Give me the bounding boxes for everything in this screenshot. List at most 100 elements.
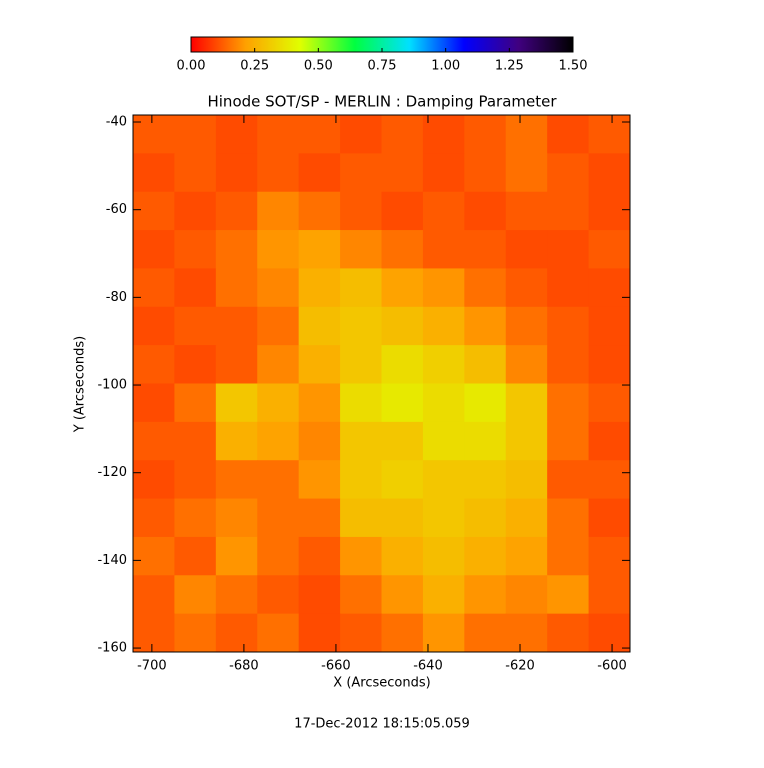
heatmap-cell <box>215 613 258 653</box>
heatmap-cell <box>422 498 465 538</box>
heatmap-cell <box>340 306 382 346</box>
heatmap-cell <box>340 498 382 538</box>
heatmap-cell <box>464 153 507 193</box>
heatmap-cell <box>340 536 382 576</box>
heatmap-cell <box>588 115 631 154</box>
heatmap-cell <box>340 383 382 423</box>
heatmap-cell <box>464 383 507 423</box>
colorbar-tick-label: 1.25 <box>495 59 524 74</box>
heatmap-cell <box>215 536 258 576</box>
heatmap-cell <box>422 421 465 461</box>
heatmap-cell <box>215 191 258 231</box>
heatmap-cell <box>505 153 548 193</box>
colorbar-tick-label: 1.50 <box>559 59 588 74</box>
heatmap-cell <box>588 153 631 193</box>
heatmap-cell <box>464 230 507 269</box>
plot-frame <box>132 114 631 653</box>
heatmap-cell <box>547 575 590 615</box>
colorbar-tick-label: 1.00 <box>431 59 460 74</box>
heatmap-cell <box>133 115 175 154</box>
heatmap-cell <box>422 115 465 154</box>
heatmap-cell <box>174 153 217 193</box>
heatmap-cell <box>340 575 382 615</box>
x-axis-label: X (Arcseconds) <box>333 676 430 691</box>
heatmap-cell <box>298 460 341 500</box>
heatmap-cell <box>174 498 217 538</box>
x-tick-label: -660 <box>321 659 351 674</box>
heatmap-cell <box>340 230 382 269</box>
y-tick-label: -40 <box>106 115 127 130</box>
heatmap-cell <box>340 613 382 653</box>
heatmap-cell <box>588 306 631 346</box>
heatmap-cell <box>215 268 258 308</box>
heatmap-cell <box>588 498 631 538</box>
heatmap-cell <box>298 421 341 461</box>
heatmap-cell <box>215 383 258 423</box>
x-tick-label: -600 <box>597 659 627 674</box>
heatmap-cell <box>464 345 507 384</box>
x-tick-label: -680 <box>229 659 259 674</box>
heatmap-cell <box>422 306 465 346</box>
heatmap-cell <box>133 536 175 576</box>
heatmap-cell <box>588 613 631 653</box>
heatmap-cell <box>464 498 507 538</box>
heatmap-cell <box>588 191 631 231</box>
heatmap-cell <box>381 460 424 500</box>
heatmap-cell <box>505 306 548 346</box>
heatmap-cell <box>588 575 631 615</box>
footer: 17-Dec-2012 18:15:05.059 <box>294 717 470 732</box>
heatmap-cell <box>215 498 258 538</box>
heatmap-cell <box>422 460 465 500</box>
heatmap-cell <box>215 153 258 193</box>
heatmap-cell <box>381 268 424 308</box>
heatmap-cell <box>298 153 341 193</box>
heatmap-cell <box>422 230 465 269</box>
heatmap-cell <box>505 613 548 653</box>
heatmap-cell <box>547 613 590 653</box>
heatmap-cell <box>422 383 465 423</box>
heatmap-cell <box>588 536 631 576</box>
heatmap-cell <box>422 575 465 615</box>
heatmap-cell <box>257 191 300 231</box>
heatmap-cell <box>298 306 341 346</box>
heatmap-cell <box>505 268 548 308</box>
x-tick-label: -700 <box>137 659 167 674</box>
heatmap-cell <box>298 575 341 615</box>
colorbar-tick-label: 0.50 <box>304 59 333 74</box>
heatmap-cell <box>464 115 507 154</box>
heatmap-cell <box>257 306 300 346</box>
heatmap-cell <box>174 383 217 423</box>
colorbar-tick-label: 0.00 <box>177 59 206 74</box>
heatmap-cell <box>505 230 548 269</box>
heatmap-cell <box>340 421 382 461</box>
heatmap-cell <box>340 153 382 193</box>
y-tick-label: -100 <box>97 378 127 393</box>
heatmap-cell <box>257 613 300 653</box>
heatmap-cell <box>422 268 465 308</box>
heatmap-cell <box>422 613 465 653</box>
heatmap-cell <box>547 383 590 423</box>
heatmap-cell <box>588 268 631 308</box>
heatmap-cell <box>464 613 507 653</box>
heatmap-cell <box>340 115 382 154</box>
heatmap-cell <box>298 383 341 423</box>
heatmap-cell <box>257 421 300 461</box>
heatmap-cell <box>381 421 424 461</box>
heatmap-cell <box>133 498 175 538</box>
heatmap-cell <box>464 536 507 576</box>
heatmap-cell <box>257 230 300 269</box>
heatmap-cell <box>133 575 175 615</box>
heatmap-cell <box>547 268 590 308</box>
heatmap-cell <box>547 306 590 346</box>
heatmap-cell <box>215 575 258 615</box>
heatmap-cell <box>381 345 424 384</box>
heatmap-cell <box>547 460 590 500</box>
heatmap-cell <box>547 421 590 461</box>
heatmap-cell <box>215 345 258 384</box>
heatmap-cell <box>174 460 217 500</box>
heatmap-cell <box>133 268 175 308</box>
heatmap-cell <box>174 536 217 576</box>
heatmap-cell <box>257 536 300 576</box>
heatmap-cell <box>588 421 631 461</box>
